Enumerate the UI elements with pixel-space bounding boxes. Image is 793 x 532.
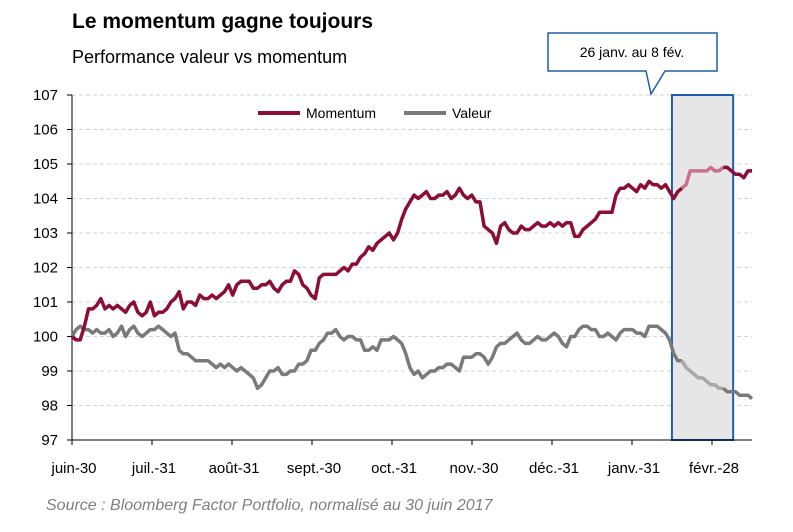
x-tick-label: sept.-30 [287,460,341,477]
x-tick-label: déc.-31 [529,460,579,477]
x-tick-label: oct.-31 [371,460,417,477]
y-tick-label: 99 [41,363,58,380]
y-tick-label: 106 [33,122,58,139]
series-line-momentum [723,165,752,180]
y-tick-label: 105 [33,156,58,173]
x-tick-label: juin-30 [50,460,96,477]
x-axis-ticks: juin-30 juil.-31 août-31 sept.-30 oct.-31 nov… [50,440,739,477]
y-axis-ticks: 97 98 99 100 101 102 103 104 105 106 107 [33,87,72,449]
y-tick-label: 98 [41,398,58,415]
y-tick-label: 100 [33,329,58,346]
highlight-box [670,94,735,441]
series-line-valeur-highlight [680,359,724,391]
series-line-valeur [70,324,682,391]
legend-label-valeur: Valeur [452,105,492,121]
series-line-valeur [722,386,754,400]
callout-label: 26 janv. au 8 fév. [580,44,685,60]
gridlines [72,94,752,406]
x-tick-label: janv.-31 [607,460,660,477]
callout-box [547,32,718,96]
chart-subtitle: Performance valeur vs momentum [72,47,348,67]
x-tick-label: nov.-30 [450,460,499,477]
series-line-momentum [70,179,684,342]
y-tick-label: 97 [41,432,58,449]
chart-title: Le momentum gagne toujours [72,10,374,33]
highlight-callout: 26 janv. au 8 fév. [547,32,718,96]
x-tick-label: août-31 [209,460,260,477]
x-tick-label: févr.-28 [689,460,739,477]
series-line-momentum-highlight [680,165,725,190]
source-note: Source : Bloomberg Factor Portfolio, nor… [46,497,493,514]
y-tick-label: 101 [33,294,58,311]
y-tick-label: 104 [33,191,58,208]
legend: Momentum Valeur [258,105,492,121]
y-tick-label: 102 [33,260,58,277]
y-tick-label: 107 [33,87,58,104]
legend-label-momentum: Momentum [306,105,376,121]
y-tick-label: 103 [33,225,58,242]
series-lines [70,165,754,400]
x-tick-label: juil.-31 [131,460,176,477]
